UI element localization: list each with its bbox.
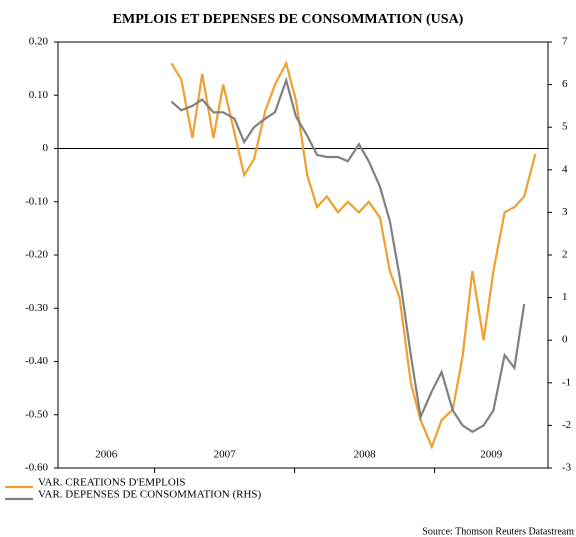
x-tick-label: 2008 [354,449,377,461]
chart-title: EMPLOIS ET DEPENSES DE CONSOMMATION (USA… [113,12,464,27]
y-tick-label: -0.40 [25,355,48,367]
y-tick-label: 0.10 [29,89,49,101]
y2-tick-label: -3 [562,462,572,474]
x-tick-label: 2009 [480,449,503,461]
y-tick-label: -0.20 [25,249,48,261]
y2-tick-label: 6 [562,78,568,90]
y2-tick-label: 0 [562,334,568,346]
series-line [170,76,526,434]
y-tick-label: -0.50 [25,408,48,420]
y-tick-label: -0.60 [25,462,48,474]
y2-tick-label: 3 [562,206,568,218]
y-tick-label: -0.10 [25,195,48,207]
series-line [170,60,537,450]
legend-label: VAR. DEPENSES DE CONSOMMATION (RHS) [38,489,262,501]
y2-tick-label: 4 [562,163,568,175]
y-tick-label: 0.20 [29,36,49,48]
y-tick-label: -0.30 [25,302,48,314]
x-tick-label: 2007 [214,449,237,461]
y2-tick-label: 1 [562,291,568,303]
y2-tick-label: 7 [562,36,568,48]
y2-tick-label: -2 [562,419,571,431]
plot-frame [57,41,549,469]
y2-tick-label: 5 [562,121,568,133]
source: Source: Thomson Reuters Datastream [422,526,574,537]
y2-tick-label: -1 [562,376,571,388]
y2-tick-label: 2 [562,249,568,261]
legend-label: VAR. CREATIONS D'EMPLOIS [38,477,186,489]
y-tick-label: 0 [43,142,49,154]
x-tick-label: 2006 [95,449,118,461]
